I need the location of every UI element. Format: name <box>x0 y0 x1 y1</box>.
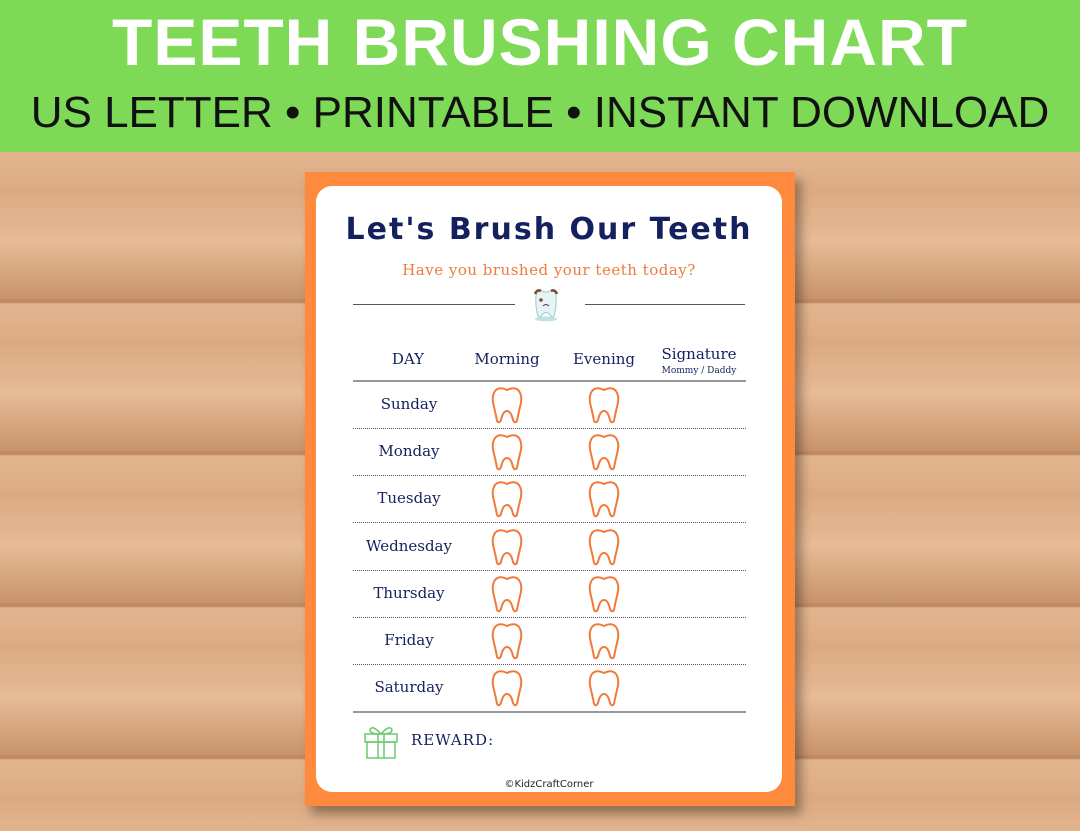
row-divider <box>353 475 746 477</box>
chart-title: Let's Brush Our Teeth <box>345 212 753 247</box>
morning-tooth-checkbox[interactable] <box>490 574 524 614</box>
morning-tooth-checkbox[interactable] <box>490 385 524 425</box>
day-label: Tuesday <box>377 489 441 508</box>
day-label: Thursday <box>373 583 445 602</box>
day-label: Sunday <box>380 395 438 413</box>
evening-tooth-checkbox[interactable] <box>587 621 621 661</box>
evening-tooth-checkbox[interactable] <box>587 668 621 708</box>
row-divider <box>353 616 746 618</box>
tooth-mascot-icon <box>533 289 559 322</box>
banner-subtitle: US LETTER • PRINTABLE • INSTANT DOWNLOAD <box>30 88 1050 137</box>
banner-title: TEETH BRUSHING CHART <box>112 5 968 79</box>
reward-label: REWARD: <box>411 731 495 749</box>
day-label: Wednesday <box>366 536 452 555</box>
row-divider <box>353 428 746 429</box>
day-label: Friday <box>384 631 434 649</box>
printable-sheet <box>316 186 782 792</box>
row-divider <box>353 711 746 714</box>
row-divider <box>353 664 746 665</box>
copyright: ©KidzCraftCorner <box>504 779 594 790</box>
morning-tooth-checkbox[interactable] <box>490 668 524 708</box>
header-rule <box>353 380 746 382</box>
morning-tooth-checkbox[interactable] <box>490 527 524 567</box>
header-signature-sub: Mommy / Daddy <box>661 366 737 376</box>
header-morning: Morning <box>474 350 540 368</box>
header-signature: Signature <box>661 345 737 363</box>
divider-right <box>585 304 745 305</box>
header-evening: Evening <box>572 350 636 368</box>
evening-tooth-checkbox[interactable] <box>587 432 621 472</box>
row-divider <box>353 522 746 524</box>
header-day: DAY <box>391 350 425 368</box>
evening-tooth-checkbox[interactable] <box>587 527 621 567</box>
row-divider <box>353 569 746 571</box>
banner: TEETH BRUSHING CHART US LETTER • PRINTAB… <box>0 0 1080 152</box>
morning-tooth-checkbox[interactable] <box>490 432 524 472</box>
evening-tooth-checkbox[interactable] <box>587 385 621 425</box>
day-label: Saturday <box>374 678 444 697</box>
morning-tooth-checkbox[interactable] <box>490 479 524 519</box>
evening-tooth-checkbox[interactable] <box>587 479 621 519</box>
day-label: Monday <box>378 442 440 461</box>
gift-icon <box>364 727 398 759</box>
morning-tooth-checkbox[interactable] <box>490 621 524 661</box>
chart-subtitle: Have you brushed your teeth today? <box>402 261 696 279</box>
evening-tooth-checkbox[interactable] <box>587 574 621 614</box>
divider-left <box>353 304 515 305</box>
